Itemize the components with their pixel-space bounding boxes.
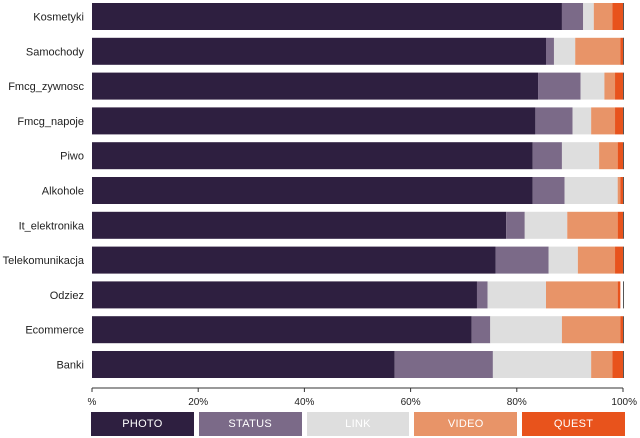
bar-it-elektronika-link (524, 211, 568, 239)
category-label-fmcg-zywnosc: Fmcg_zywnosc (8, 81, 84, 93)
bar-banki-link (492, 351, 592, 378)
category-label-telekomunikacja: Telekomunikacja (3, 255, 85, 267)
bar-odziez-video (546, 281, 618, 309)
x-tick-label: 100% (611, 397, 637, 408)
category-label-samochody: Samochody (26, 46, 85, 58)
bar-odziez-status (476, 281, 488, 309)
category-label-piwo: Piwo (60, 151, 84, 163)
bar-fmcg-zywnosc-link (580, 72, 605, 100)
bar-odziez-quest (617, 281, 621, 309)
bar-telekomunikacja-photo (92, 246, 496, 274)
legend: PHOTO STATUS LINK VIDEO QUEST (91, 412, 625, 436)
category-label-fmcg-napoje: Fmcg_napoje (17, 116, 84, 128)
x-tick-label: 80% (507, 397, 527, 408)
bar-ecommerce-photo (92, 316, 472, 344)
legend-item-video: VIDEO (414, 412, 518, 436)
legend-item-photo: PHOTO (91, 412, 194, 436)
category-label-odziez: Odziez (50, 290, 84, 302)
category-label-ecommerce: Ecommerce (25, 325, 84, 337)
bar-samochody-link (553, 37, 576, 65)
legend-item-link: LINK (306, 412, 410, 436)
bar-banki-status (394, 351, 493, 378)
x-tick-label: 60% (401, 397, 421, 408)
bar-alkohole-link (564, 177, 618, 204)
bar-alkohole-status (532, 177, 565, 204)
bar-piwo-quest (617, 142, 623, 170)
x-tick-label: % (88, 397, 97, 408)
bar-fmcg-napoje-status (535, 107, 573, 135)
bar-alkohole-quest (620, 177, 624, 204)
x-tick-label: 40% (294, 397, 314, 408)
bar-ecommerce-link (490, 316, 562, 344)
legend-item-status: STATUS (198, 412, 302, 436)
bar-ecommerce-video (561, 316, 621, 344)
bar-fmcg-napoje-link (572, 107, 592, 135)
bar-banki-quest (612, 351, 623, 378)
bar-kosmetyki-link (583, 3, 594, 30)
bar-banki-photo (92, 351, 395, 378)
bar-samochody-quest (620, 37, 624, 65)
legend-item-quest: QUEST (522, 412, 625, 436)
bar-it-elektronika-status (506, 211, 525, 239)
bar-fmcg-napoje-video (591, 107, 616, 135)
bar-kosmetyki-photo (92, 3, 562, 30)
category-label-alkohole: Alkohole (42, 186, 84, 198)
bar-telekomunikacja-link (548, 246, 578, 274)
bar-fmcg-zywnosc-status (538, 72, 581, 100)
bar-fmcg-napoje-quest (615, 107, 623, 135)
bar-piwo-link (561, 142, 600, 170)
bar-telekomunikacja-quest (615, 246, 623, 274)
bar-fmcg-zywnosc-quest (615, 72, 623, 100)
bar-telekomunikacja-video (577, 246, 616, 274)
bar-piwo-photo (92, 142, 533, 170)
bar-alkohole-video (617, 177, 621, 204)
bar-it-elektronika-photo (92, 211, 507, 239)
category-label-banki: Banki (56, 360, 84, 372)
bar-it-elektronika-video (567, 211, 618, 239)
bar-kosmetyki-status (561, 3, 584, 30)
bar-odziez-link (487, 281, 546, 309)
bar-kosmetyki-video (593, 3, 613, 30)
bar-fmcg-zywnosc-photo (92, 72, 539, 100)
bar-fmcg-zywnosc-video (604, 72, 616, 100)
bar-odziez-photo (92, 281, 477, 309)
bar-samochody-video (575, 37, 621, 65)
bar-ecommerce-status (471, 316, 491, 344)
bar-piwo-video (599, 142, 618, 170)
bar-fmcg-napoje-photo (92, 107, 536, 135)
category-label-it-elektronika: It_elektronika (19, 220, 85, 232)
category-label-kosmetyki: Kosmetyki (33, 12, 84, 24)
x-tick-label: 20% (188, 397, 208, 408)
bar-piwo-status (532, 142, 562, 170)
bar-samochody-photo (92, 37, 546, 65)
bar-kosmetyki-quest (612, 3, 623, 30)
bar-telekomunikacja-status (495, 246, 549, 274)
bar-ecommerce-quest (620, 316, 623, 344)
bar-it-elektronika-quest (617, 211, 623, 239)
bar-alkohole-photo (92, 177, 533, 204)
bar-banki-video (591, 351, 613, 378)
bar-samochody-status (546, 37, 554, 65)
